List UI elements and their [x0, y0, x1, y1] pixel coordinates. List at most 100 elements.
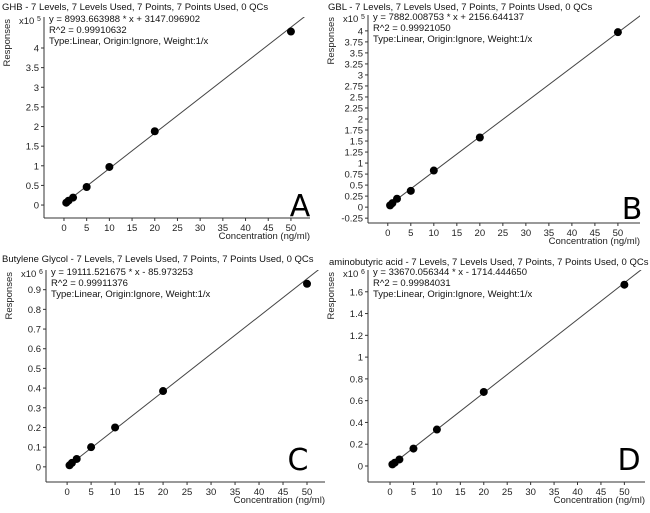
x-tick-label: 5 — [88, 487, 93, 498]
data-point — [406, 186, 415, 195]
data-point — [69, 193, 78, 202]
panel-letter: D — [617, 443, 640, 478]
x-tick-label: 40 — [254, 487, 265, 498]
data-point — [159, 387, 168, 396]
r-squared-value: R^2 = 0.99921050 — [373, 23, 451, 34]
data-point — [82, 182, 91, 191]
y-tick-label: 0.3 — [28, 403, 41, 414]
y-tick-label: 1 — [358, 353, 363, 364]
y-tick-label: -0.25 — [341, 214, 363, 225]
x-tick-label: 35 — [544, 228, 555, 239]
y-tick-label: 3.75 — [345, 37, 364, 48]
fit-type-text: Type:Linear, Origin:Ignore, Weight:1/x — [373, 289, 533, 300]
y-tick-label: 3 — [34, 83, 39, 94]
y-tick-label: 3.5 — [26, 63, 39, 74]
y-tick-label: 0.6 — [28, 344, 41, 355]
data-point — [87, 443, 96, 452]
data-point — [105, 162, 114, 171]
y-multiplier-label: x10 — [343, 14, 358, 25]
chart-panel-a: GHB - 7 Levels, 7 Levels Used, 7 Points,… — [2, 2, 311, 242]
data-point — [475, 133, 484, 142]
y-tick-label: 1.5 — [26, 142, 39, 153]
data-point — [286, 27, 295, 36]
y-tick-label: 0.5 — [28, 364, 41, 375]
x-tick-label: 40 — [572, 487, 583, 498]
x-tick-label: 30 — [525, 487, 536, 498]
y-tick-label: 4 — [358, 26, 363, 37]
y-tick-label: 1 — [34, 161, 39, 172]
x-tick-label: 25 — [502, 487, 513, 498]
y-tick-label: 0.75 — [345, 170, 364, 181]
data-point — [620, 280, 629, 289]
r-squared-value: R^2 = 0.99984031 — [373, 278, 451, 289]
panel-letter: C — [288, 443, 309, 478]
y-tick-label: 0.4 — [350, 418, 363, 429]
x-tick-label: 35 — [230, 487, 241, 498]
y-tick-label: 3.25 — [345, 59, 364, 70]
x-tick-label: 5 — [84, 223, 89, 234]
regression-equation: y = 7882.008753 * x + 2156.644137 — [373, 12, 524, 23]
x-tick-label: 15 — [127, 223, 138, 234]
x-tick-label: 0 — [385, 228, 390, 239]
y-tick-label: 0.5 — [26, 181, 39, 192]
y-tick-label: 3.5 — [350, 48, 363, 59]
x-tick-label: 15 — [452, 228, 463, 239]
y-exponent-label: 5 — [37, 16, 41, 23]
y-tick-label: 1.6 — [350, 287, 363, 298]
y-tick-label: 0 — [34, 201, 39, 212]
data-point — [395, 455, 404, 464]
data-point — [479, 387, 488, 396]
x-tick-label: 10 — [110, 487, 121, 498]
y-tick-label: 1.4 — [350, 309, 363, 320]
x-axis-label: Concentration (ng/ml) — [234, 495, 325, 506]
y-axis-label: Responses — [326, 17, 337, 65]
data-point — [111, 423, 120, 432]
y-tick-label: 0.25 — [345, 192, 364, 203]
x-tick-label: 30 — [195, 223, 206, 234]
x-tick-label: 25 — [182, 487, 193, 498]
fit-type-text: Type:Linear, Origin:Ignore, Weight:1/x — [49, 36, 209, 47]
x-tick-label: 20 — [149, 223, 160, 234]
y-tick-label: 0 — [358, 461, 363, 472]
y-tick-label: 2 — [358, 115, 363, 126]
y-tick-label: 0.7 — [28, 325, 41, 336]
chart-title: GBL - 7 Levels, 7 Levels Used, 7 Points,… — [328, 2, 592, 13]
y-exponent-label: 6 — [39, 269, 43, 276]
x-tick-label: 5 — [411, 487, 416, 498]
x-tick-label: 10 — [104, 223, 115, 234]
x-tick-label: 35 — [549, 487, 560, 498]
y-tick-label: 0 — [36, 462, 41, 473]
panel-letter: B — [622, 192, 643, 227]
x-tick-label: 20 — [478, 487, 489, 498]
y-tick-label: 2.5 — [26, 102, 39, 113]
x-tick-label: 5 — [408, 228, 413, 239]
data-point — [613, 28, 622, 37]
x-tick-label: 50 — [613, 228, 624, 239]
x-tick-label: 50 — [286, 223, 297, 234]
y-tick-label: 0 — [358, 203, 363, 214]
y-tick-label: 0.6 — [350, 396, 363, 407]
y-tick-label: 0.2 — [350, 440, 363, 451]
y-axis-label: Responses — [4, 272, 15, 320]
y-multiplier-label: x10 — [343, 269, 358, 280]
chart-panel-c: Butylene Glycol - 7 Levels, 7 Levels Use… — [2, 254, 325, 506]
y-tick-label: 0.9 — [28, 285, 41, 296]
data-point — [303, 279, 312, 288]
data-point — [392, 194, 401, 203]
x-tick-label: 15 — [455, 487, 466, 498]
chart-title: GHB - 7 Levels, 7 Levels Used, 7 Points,… — [2, 2, 268, 13]
data-point — [72, 454, 81, 463]
y-tick-label: 0.5 — [350, 181, 363, 192]
y-multiplier-label: x10 — [19, 16, 34, 27]
y-tick-label: 3 — [358, 70, 363, 81]
data-point — [150, 127, 159, 136]
x-tick-label: 25 — [498, 228, 509, 239]
y-tick-label: 0.2 — [28, 423, 41, 434]
x-tick-label: 20 — [158, 487, 169, 498]
r-squared-value: R^2 = 0.99911376 — [51, 278, 128, 289]
x-tick-label: 10 — [432, 487, 443, 498]
x-tick-label: 45 — [596, 487, 607, 498]
regression-equation: y = 19111.521675 * x - 85.973253 — [51, 267, 193, 278]
y-tick-label: 1.5 — [350, 137, 363, 148]
